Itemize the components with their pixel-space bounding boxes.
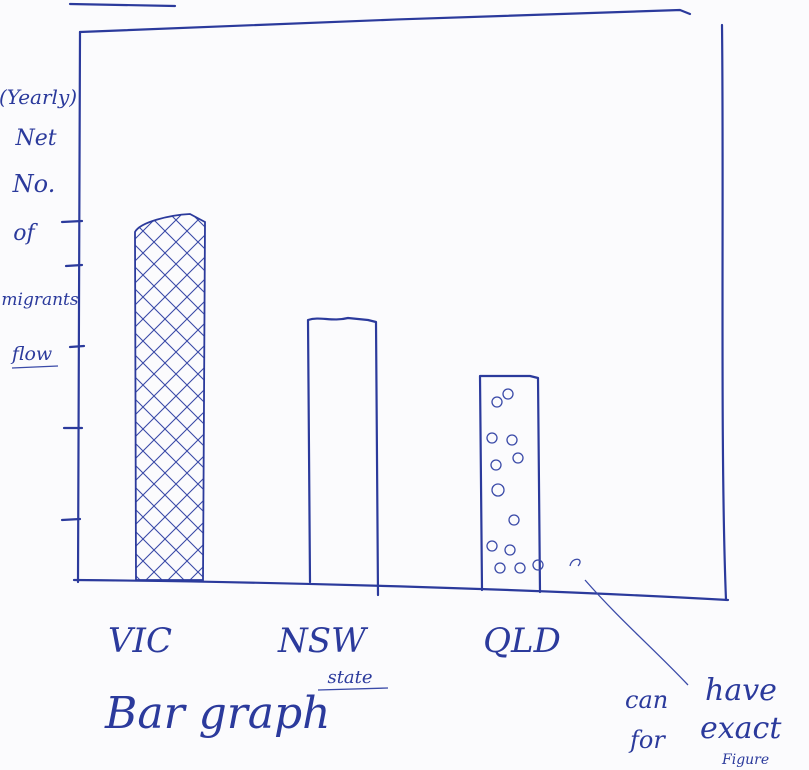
tick xyxy=(60,517,82,522)
annotation-line: have xyxy=(705,673,777,708)
y-label-line: flow xyxy=(10,343,52,365)
tick xyxy=(68,344,86,349)
x-label: state xyxy=(327,667,372,688)
annotation-arrow xyxy=(569,558,689,686)
category-label: NSW xyxy=(277,621,369,661)
category-label: VIC xyxy=(108,621,172,661)
y-label-line: of xyxy=(13,221,38,246)
caption: Bar graph xyxy=(104,688,331,739)
underline xyxy=(317,687,389,691)
y-label-line: (Yearly) xyxy=(0,85,77,109)
y-label-line: Net xyxy=(14,126,56,151)
bar-qld-pattern xyxy=(486,388,544,574)
underline xyxy=(11,365,59,369)
x-axis xyxy=(72,578,730,602)
category-label: QLD xyxy=(483,621,561,661)
annotation-line: Figure xyxy=(721,752,769,768)
y-label-line: No. xyxy=(12,170,56,198)
bar-vic xyxy=(134,213,206,581)
annotation-line: can xyxy=(625,686,668,714)
frame-top xyxy=(78,8,692,34)
bar-nsw xyxy=(306,316,380,597)
y-label-line: migrants xyxy=(1,290,78,310)
annotation-line: exact xyxy=(700,711,782,746)
frame-left xyxy=(76,30,82,584)
annotation-line: for xyxy=(628,726,666,754)
frame-right xyxy=(720,23,728,602)
tick xyxy=(64,263,84,268)
top-scribble xyxy=(68,2,177,8)
bar-qld xyxy=(478,374,542,594)
tick xyxy=(60,219,84,224)
y-ticks xyxy=(60,219,86,522)
